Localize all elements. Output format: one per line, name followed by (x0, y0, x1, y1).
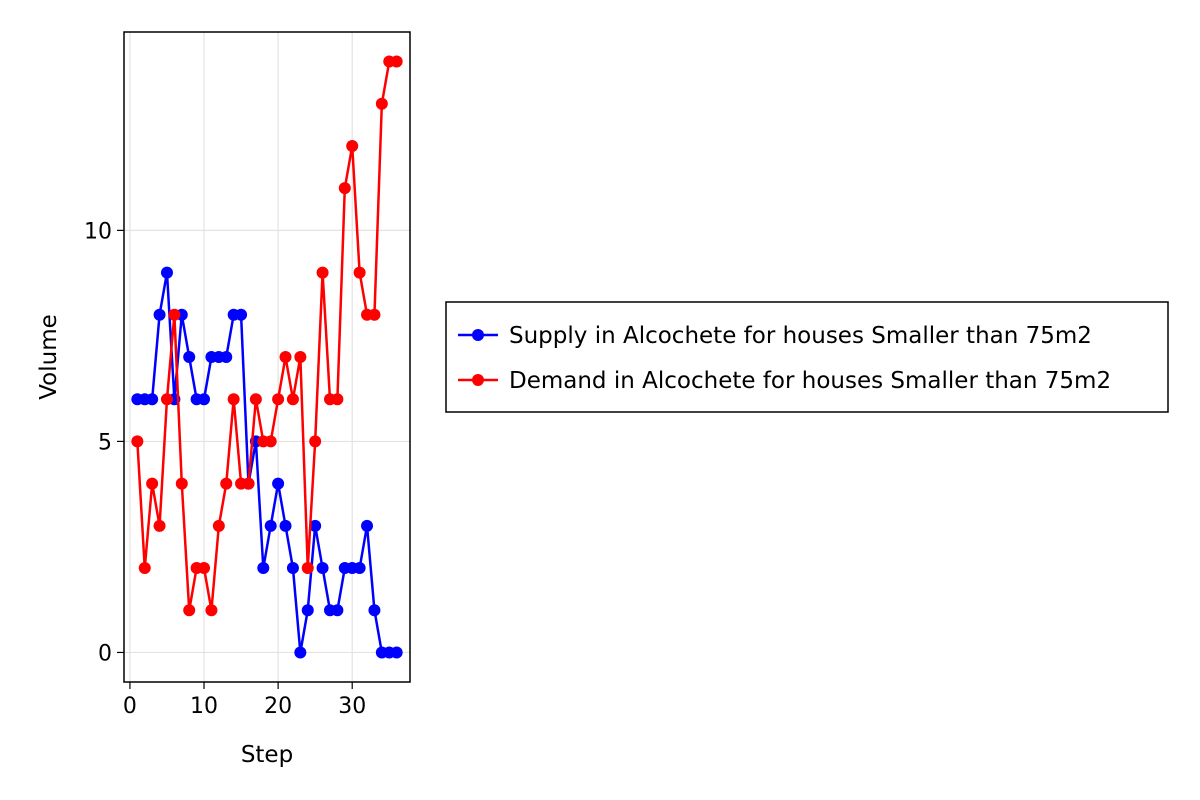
series-0-point (264, 519, 277, 532)
series-1-point (353, 266, 366, 279)
series-1-point (264, 435, 277, 448)
series-1-point (205, 604, 218, 617)
y-tick-label: 0 (98, 641, 112, 666)
y-tick-label: 10 (84, 219, 112, 244)
series-0-point (353, 562, 366, 575)
series-0-point (220, 351, 233, 363)
series-1-point (138, 562, 151, 575)
series-0-point (153, 308, 166, 321)
series-1-point (390, 55, 403, 68)
series-0-point (331, 604, 344, 617)
series-1-point (272, 393, 285, 406)
x-tick-label: 10 (190, 694, 218, 719)
series-1-point (168, 308, 181, 321)
series-1-point (375, 97, 388, 110)
grid-lines (124, 32, 410, 682)
series-1-point (331, 393, 344, 406)
series-1-point (227, 393, 240, 406)
series-1-point (242, 477, 255, 490)
series-1-point (220, 477, 233, 490)
series-1-point (160, 393, 173, 406)
series-1-point (338, 182, 351, 195)
series-0-point (316, 562, 329, 575)
series-1-point (309, 435, 322, 448)
series-0-point (279, 519, 292, 532)
series-0-point (361, 519, 374, 532)
axis-ticks: 0 10 20 30 0 5 10 (84, 219, 366, 719)
legend-box (445, 301, 1169, 413)
series-1-point (286, 393, 299, 406)
series-1-point (279, 351, 292, 363)
series-0-point (198, 393, 211, 406)
series-1-point (301, 562, 314, 575)
series-0-point (257, 562, 270, 575)
series-1-point (294, 351, 307, 363)
legend-label-1: Demand in Alcochete for houses Smaller t… (509, 368, 1111, 394)
series-1-point (212, 519, 225, 532)
series-layer (131, 55, 403, 659)
series-0-point (368, 604, 381, 617)
series-0-point (160, 266, 173, 279)
series-0-point (235, 308, 248, 321)
series-1-point (183, 604, 196, 617)
series-1-point (368, 308, 381, 321)
series-1-point (249, 393, 262, 406)
series-0-point (146, 393, 159, 406)
series-0-point (294, 646, 307, 659)
series-1-point (131, 435, 144, 448)
series-0-point (183, 351, 196, 363)
legend: Supply in Alcochete for houses Smaller t… (445, 301, 1169, 413)
series-1-point (146, 477, 159, 490)
series-1-point (175, 477, 188, 490)
series-1-point (153, 519, 166, 532)
series-0-point (286, 562, 299, 575)
y-axis-label: Volume (36, 314, 62, 400)
x-tick-label: 0 (123, 694, 137, 719)
series-1-point (316, 266, 329, 279)
series-0-point (272, 477, 285, 490)
series-1-point (346, 139, 359, 152)
series-1-point (198, 562, 211, 575)
legend-label-0: Supply in Alcochete for houses Smaller t… (509, 323, 1092, 349)
legend-marker-1 (472, 374, 484, 386)
x-tick-label: 30 (338, 694, 366, 719)
legend-marker-0 (472, 329, 484, 341)
series-0-point (301, 604, 314, 617)
series-0-point (390, 646, 403, 659)
x-axis-label: Step (241, 742, 293, 768)
plot-frame (123, 31, 411, 683)
x-tick-label: 20 (264, 694, 292, 719)
y-tick-label: 5 (98, 430, 112, 455)
series-0-point (309, 519, 322, 532)
